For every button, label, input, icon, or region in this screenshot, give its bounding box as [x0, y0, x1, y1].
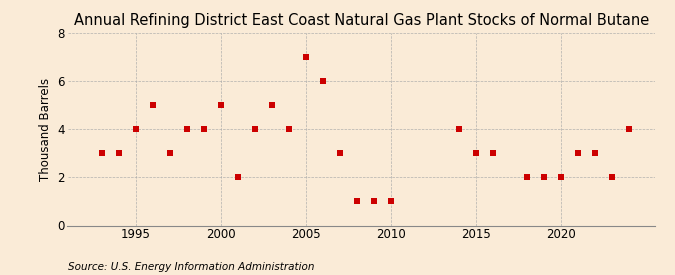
Point: [590, 151, 601, 155]
Point: [164, 151, 175, 155]
Point: [249, 127, 260, 131]
Point: [147, 103, 158, 107]
Point: [284, 127, 294, 131]
Point: [232, 175, 243, 180]
Point: [522, 175, 533, 180]
Point: [556, 175, 566, 180]
Point: [334, 151, 345, 155]
Point: [573, 151, 584, 155]
Point: [607, 175, 618, 180]
Point: [539, 175, 549, 180]
Point: [198, 127, 209, 131]
Point: [267, 103, 277, 107]
Point: [624, 127, 634, 131]
Point: [113, 151, 124, 155]
Text: Source: U.S. Energy Information Administration: Source: U.S. Energy Information Administ…: [68, 262, 314, 272]
Point: [317, 79, 328, 83]
Point: [454, 127, 464, 131]
Point: [487, 151, 498, 155]
Point: [470, 151, 481, 155]
Point: [352, 199, 362, 204]
Y-axis label: Thousand Barrels: Thousand Barrels: [38, 78, 52, 181]
Title: Annual Refining District East Coast Natural Gas Plant Stocks of Normal Butane: Annual Refining District East Coast Natu…: [74, 13, 649, 28]
Point: [300, 55, 311, 59]
Point: [385, 199, 396, 204]
Point: [182, 127, 192, 131]
Point: [96, 151, 107, 155]
Point: [369, 199, 379, 204]
Point: [215, 103, 226, 107]
Point: [130, 127, 141, 131]
